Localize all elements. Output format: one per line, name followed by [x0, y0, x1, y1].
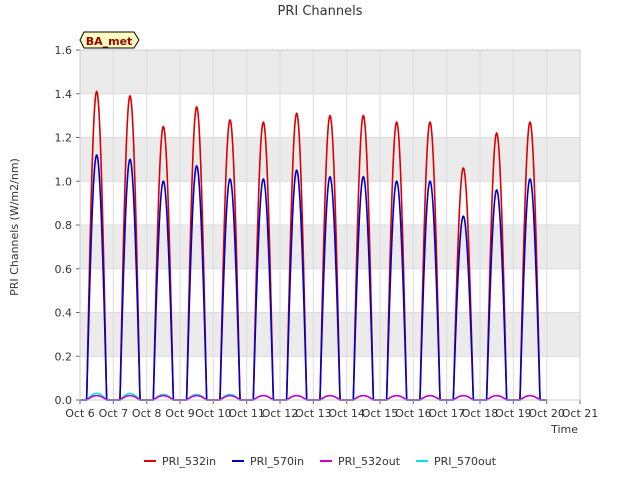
plot-band — [80, 312, 580, 357]
y-tick-label: 0.4 — [55, 307, 73, 320]
site-badge: BA_met — [79, 31, 140, 49]
y-tick-label: 1.0 — [55, 175, 73, 188]
x-tick-label: Oct 20 — [528, 407, 565, 420]
legend-label: PRI_532out — [338, 455, 401, 468]
plot-background — [80, 50, 580, 357]
x-tick-label: Oct 17 — [428, 407, 465, 420]
plot-frame — [79, 49, 581, 401]
x-tick-label: Oct 9 — [165, 407, 195, 420]
y-tick-label: 0.2 — [55, 350, 73, 363]
legend-label: PRI_532in — [162, 455, 216, 468]
legend: PRI_532in PRI_570in PRI_532out PRI_570out — [144, 455, 497, 468]
plot-band — [80, 225, 580, 269]
x-tick-label: Oct 10 — [195, 407, 232, 420]
y-tick-label: 1.6 — [55, 44, 73, 57]
y-tick-label: 1.2 — [55, 132, 73, 145]
plot-band — [80, 50, 580, 94]
x-tick-label: Oct 7 — [99, 407, 129, 420]
x-tick-label: Oct 18 — [462, 407, 499, 420]
x-tick-label: Oct 13 — [295, 407, 332, 420]
x-tick-label: Oct 16 — [395, 407, 432, 420]
x-tick-label: Oct 15 — [362, 407, 399, 420]
y-tick-label: 0.6 — [55, 263, 73, 276]
legend-label: PRI_570out — [434, 455, 497, 468]
x-tick-label: Oct 8 — [132, 407, 162, 420]
chart-title: PRI Channels — [278, 4, 363, 19]
y-tick-label: 0.8 — [55, 219, 73, 232]
x-tick-label: Oct 11 — [228, 407, 265, 420]
legend-label: PRI_570in — [250, 455, 304, 468]
y-axis-label: PRI Channels (W/m2/nm) — [8, 158, 21, 296]
x-axis-label: Time — [550, 423, 578, 436]
badge-label: BA_met — [86, 35, 133, 48]
x-tick-label: Oct 14 — [328, 407, 365, 420]
x-tick-label: Oct 19 — [495, 407, 532, 420]
badge-shape — [79, 31, 140, 49]
x-tick-label: Oct 21 — [562, 407, 599, 420]
x-tick-label: Oct 6 — [65, 407, 95, 420]
y-tick-label: 1.4 — [55, 88, 73, 101]
x-tick-label: Oct 12 — [262, 407, 299, 420]
plot-band — [80, 137, 580, 182]
y-tick-label: 0.0 — [55, 394, 73, 407]
